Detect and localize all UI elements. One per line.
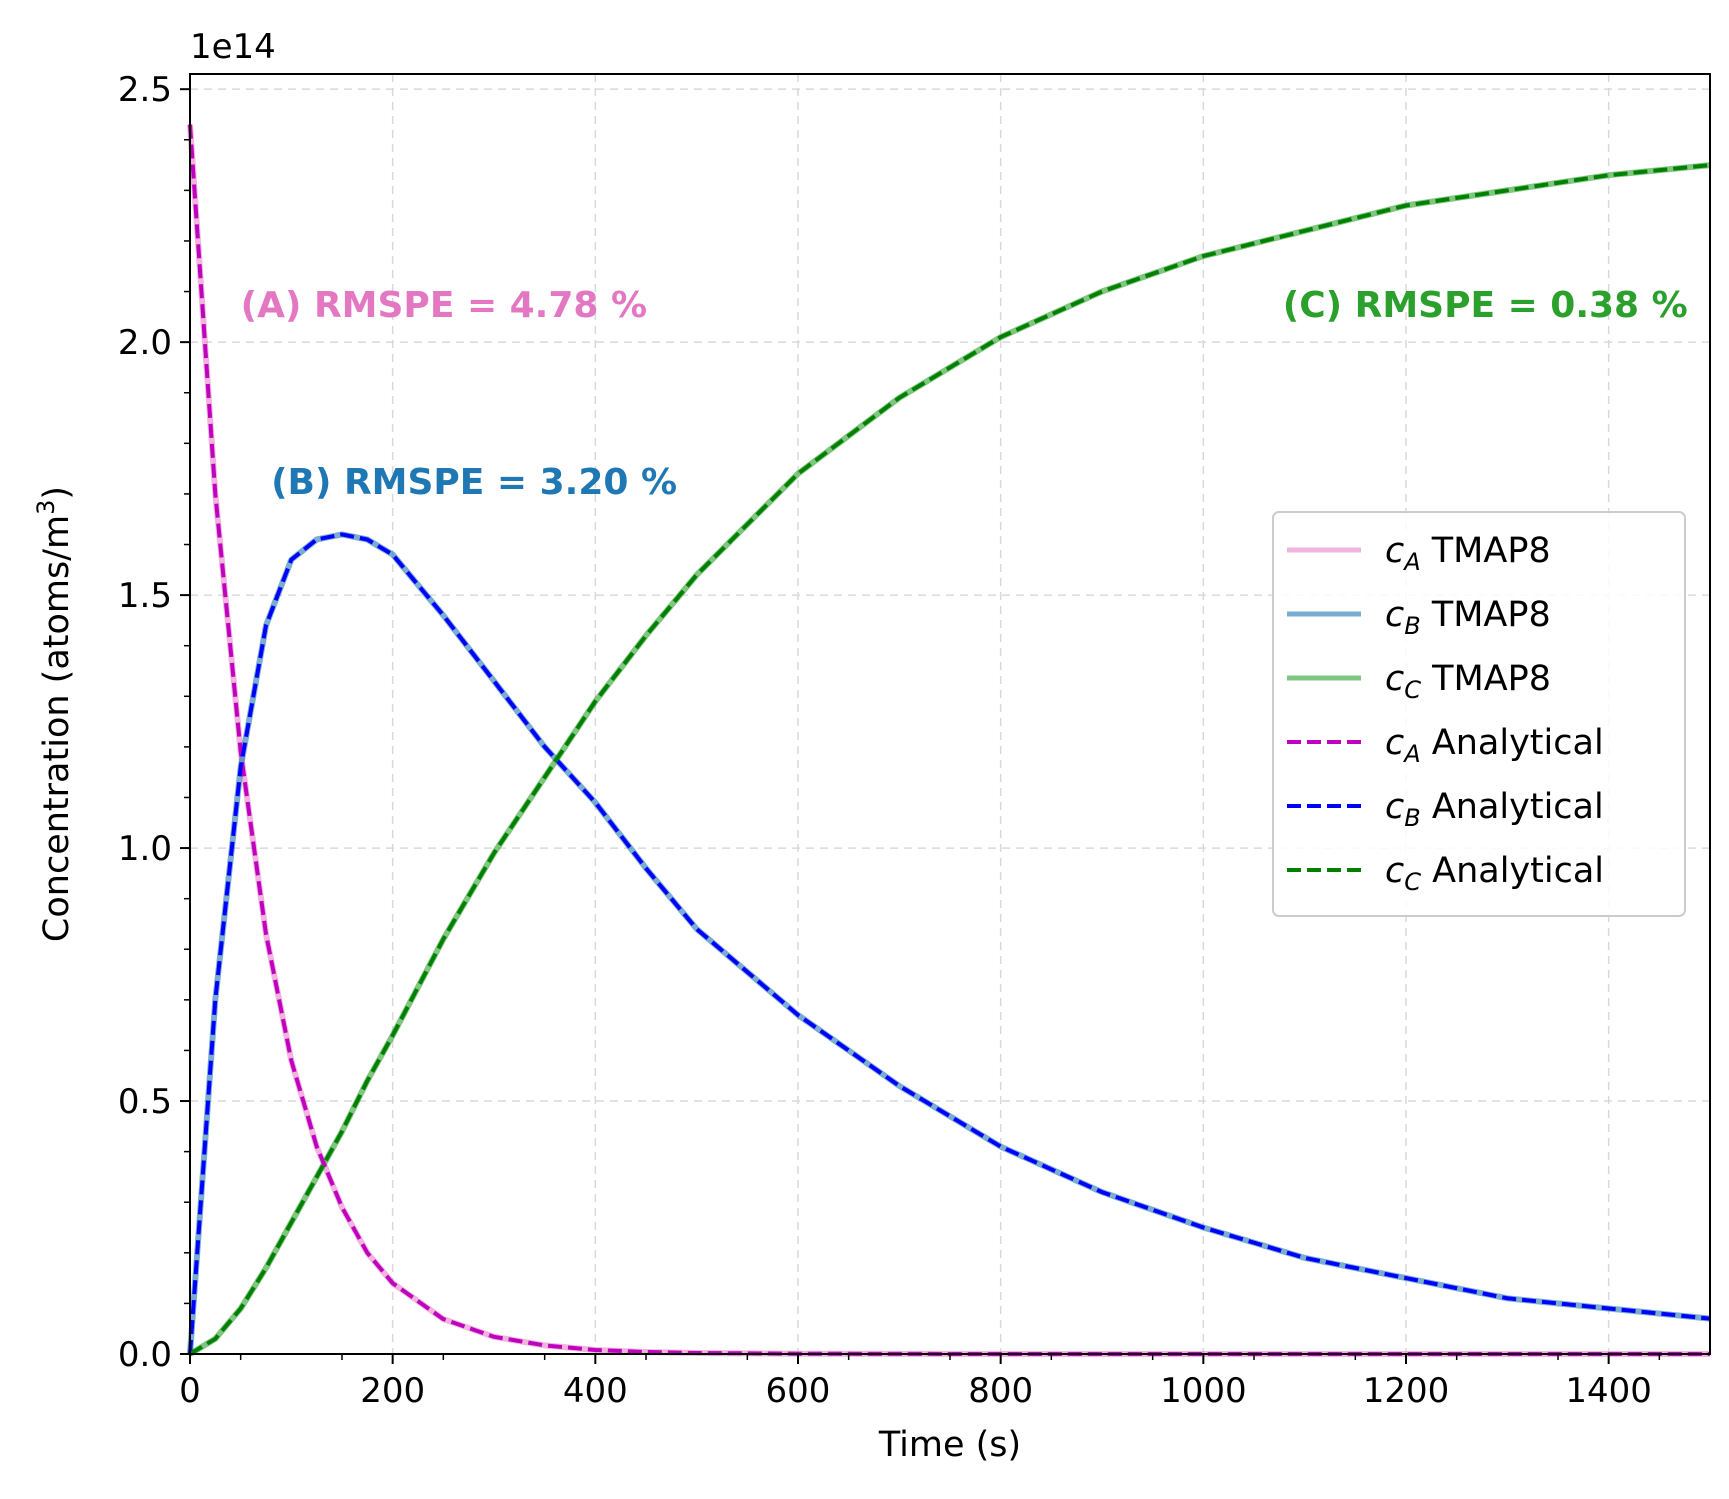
legend-frame	[1272, 511, 1686, 917]
x-tick-label: 1200	[1363, 1371, 1450, 1411]
x-tick-label: 400	[563, 1371, 628, 1411]
x-tick-label: 200	[360, 1371, 425, 1411]
legend-entry: cA TMAP8	[1385, 531, 1551, 576]
x-tick-label: 600	[766, 1371, 831, 1411]
legend-label: TMAP8	[1421, 531, 1551, 571]
legend-subscript: A	[1402, 740, 1420, 768]
y-tick-label: 2.5	[118, 70, 172, 110]
legend-label: Analytical	[1421, 851, 1604, 891]
y-tick-label: 1.0	[118, 829, 172, 869]
legend-entry: cA Analytical	[1385, 723, 1604, 768]
x-tick-label: 0	[179, 1371, 201, 1411]
legend-symbol: c	[1385, 851, 1404, 891]
legend-symbol: c	[1385, 531, 1404, 571]
y-axis-label-superscript: 3	[32, 500, 60, 515]
legend-subscript: B	[1404, 804, 1420, 832]
y-offset-text: 1e14	[190, 27, 276, 67]
x-axis-label: Time (s)	[878, 1425, 1021, 1465]
rmspe-annotation-1: (B) RMSPE = 3.20 %	[271, 462, 677, 503]
y-axis-label-main: Concentration (atoms/m	[37, 515, 77, 942]
x-tick-label: 1400	[1565, 1371, 1652, 1411]
legend-subscript: C	[1404, 676, 1421, 704]
y-tick-label: 0.0	[118, 1335, 172, 1375]
legend-symbol: c	[1385, 595, 1404, 635]
y-axis-label-close: )	[37, 486, 77, 500]
legend-subscript: A	[1402, 548, 1420, 576]
y-tick-label: 0.5	[118, 1082, 172, 1122]
rmspe-annotation-0: (A) RMSPE = 4.78 %	[241, 285, 647, 326]
series-line-c-c-analytical	[188, 163, 1711, 1356]
series-line-c-b-analytical	[188, 532, 1711, 1355]
legend-entry: cB TMAP8	[1385, 595, 1551, 640]
legend-label: Analytical	[1421, 723, 1604, 763]
y-tick-label: 1.5	[118, 576, 172, 616]
annotations: (A) RMSPE = 4.78 % (B) RMSPE = 3.20 % (C) …	[241, 285, 1688, 503]
axis-ticks: 0 200 400 600 800 1000 1200 1400 0.0 0.5 1.0 1.5 2.0…	[118, 70, 1661, 1411]
series-line-c-a-analytical	[188, 124, 1710, 1356]
legend-symbol: c	[1385, 723, 1404, 763]
y-axis-label: Concentration (atoms/m3)	[32, 486, 77, 942]
legend-label: TMAP8	[1421, 659, 1551, 699]
legend-subscript: B	[1404, 612, 1420, 640]
rmspe-annotation-2: (C) RMSPE = 0.38 %	[1283, 285, 1688, 326]
x-tick-label: 1000	[1160, 1371, 1247, 1411]
legend-symbol: c	[1385, 787, 1404, 827]
legend-subscript: C	[1404, 868, 1421, 896]
legend-label: Analytical	[1421, 787, 1604, 827]
y-tick-label: 2.0	[118, 323, 172, 363]
legend-entry: cB Analytical	[1385, 787, 1604, 832]
x-tick-label: 800	[968, 1371, 1033, 1411]
legend-symbol: c	[1385, 659, 1404, 699]
legend-entry: cC Analytical	[1385, 851, 1604, 896]
legend-label: TMAP8	[1421, 595, 1551, 635]
legend-entry: cC TMAP8	[1385, 659, 1551, 704]
